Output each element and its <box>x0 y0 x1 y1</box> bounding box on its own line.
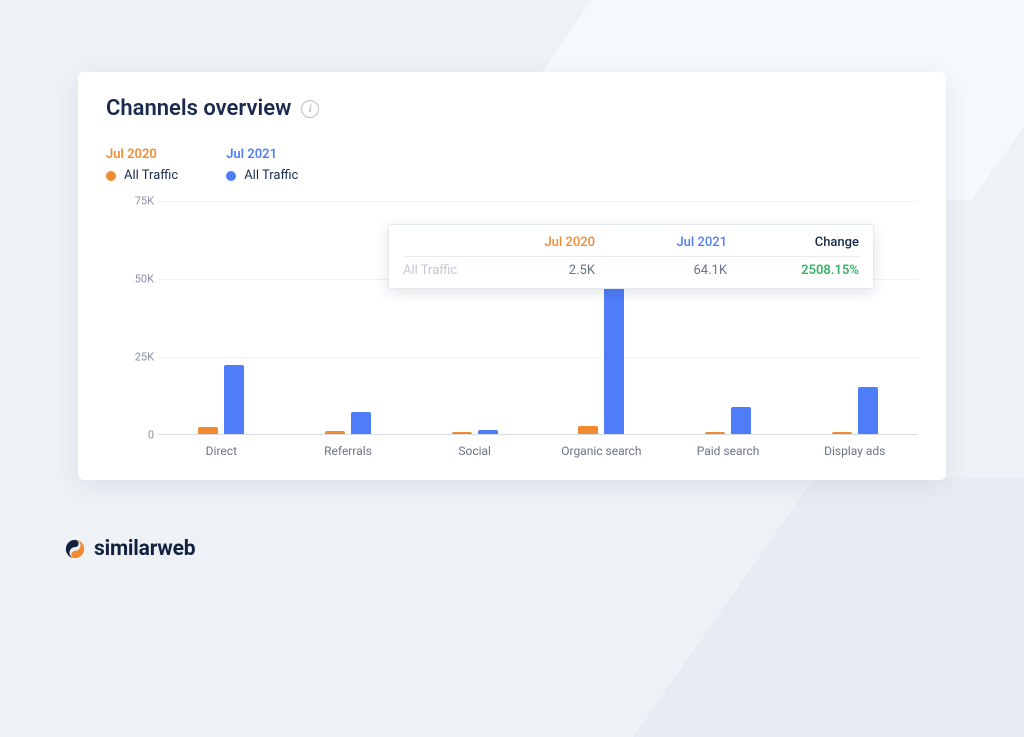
card-title: Channels overview <box>106 96 291 121</box>
tooltip-col-change: Change <box>787 235 859 250</box>
legend-series-jul2020[interactable]: Jul 2020 All Traffic <box>106 147 178 183</box>
brand-footer: similarweb <box>64 537 195 561</box>
tooltip-col-jul2021: Jul 2021 <box>655 235 727 250</box>
legend-metric: All Traffic <box>226 168 298 183</box>
info-icon[interactable]: i <box>301 100 319 118</box>
y-tick-label: 50K <box>114 273 154 286</box>
legend-date: Jul 2020 <box>106 147 178 162</box>
legend-metric: All Traffic <box>106 168 178 183</box>
bar-jul2020[interactable] <box>198 427 218 434</box>
hover-tooltip: Jul 2020 Jul 2021 Change All Traffic 2.5… <box>388 224 874 289</box>
x-category-label: Direct <box>158 444 285 458</box>
y-tick-label: 0 <box>114 429 154 442</box>
bar-group[interactable]: Direct <box>158 201 285 434</box>
bar-jul2021[interactable] <box>351 412 371 434</box>
legend-date: Jul 2021 <box>226 147 298 162</box>
brand-name: similarweb <box>94 537 195 561</box>
x-category-label: Social <box>411 444 538 458</box>
tooltip-value-jul2020: 2.5K <box>523 263 595 278</box>
bar-jul2021[interactable] <box>478 430 498 434</box>
bar-jul2020[interactable] <box>452 432 472 434</box>
chart-legend: Jul 2020 All Traffic Jul 2021 All Traffic <box>106 147 918 183</box>
brand-logo-icon <box>64 538 86 560</box>
tooltip-row-label: All Traffic <box>403 263 463 278</box>
bar-jul2021[interactable] <box>731 407 751 434</box>
y-tick-label: 25K <box>114 351 154 364</box>
x-category-label: Display ads <box>791 444 918 458</box>
y-tick-label: 75K <box>114 195 154 208</box>
card-header: Channels overview i <box>106 96 918 121</box>
bar-jul2021[interactable] <box>858 387 878 434</box>
tooltip-col-jul2020: Jul 2020 <box>523 235 595 250</box>
bar-jul2020[interactable] <box>578 426 598 434</box>
legend-swatch-icon <box>106 171 116 181</box>
x-category-label: Organic search <box>538 444 665 458</box>
tooltip-row: All Traffic 2.5K 64.1K 2508.15% <box>403 263 859 278</box>
background-shape-bottom <box>633 477 1024 737</box>
bar-jul2020[interactable] <box>325 431 345 434</box>
bar-jul2020[interactable] <box>705 432 725 434</box>
legend-swatch-icon <box>226 171 236 181</box>
bar-jul2020[interactable] <box>832 432 852 434</box>
tooltip-value-jul2021: 64.1K <box>655 263 727 278</box>
legend-series-jul2021[interactable]: Jul 2021 All Traffic <box>226 147 298 183</box>
channels-overview-card: Channels overview i Jul 2020All TrafficJ… <box>78 72 946 480</box>
tooltip-header: Jul 2020 Jul 2021 Change <box>403 235 859 257</box>
bar-jul2021[interactable] <box>224 365 244 434</box>
tooltip-value-change: 2508.15% <box>787 263 859 278</box>
x-category-label: Paid search <box>665 444 792 458</box>
x-category-label: Referrals <box>285 444 412 458</box>
